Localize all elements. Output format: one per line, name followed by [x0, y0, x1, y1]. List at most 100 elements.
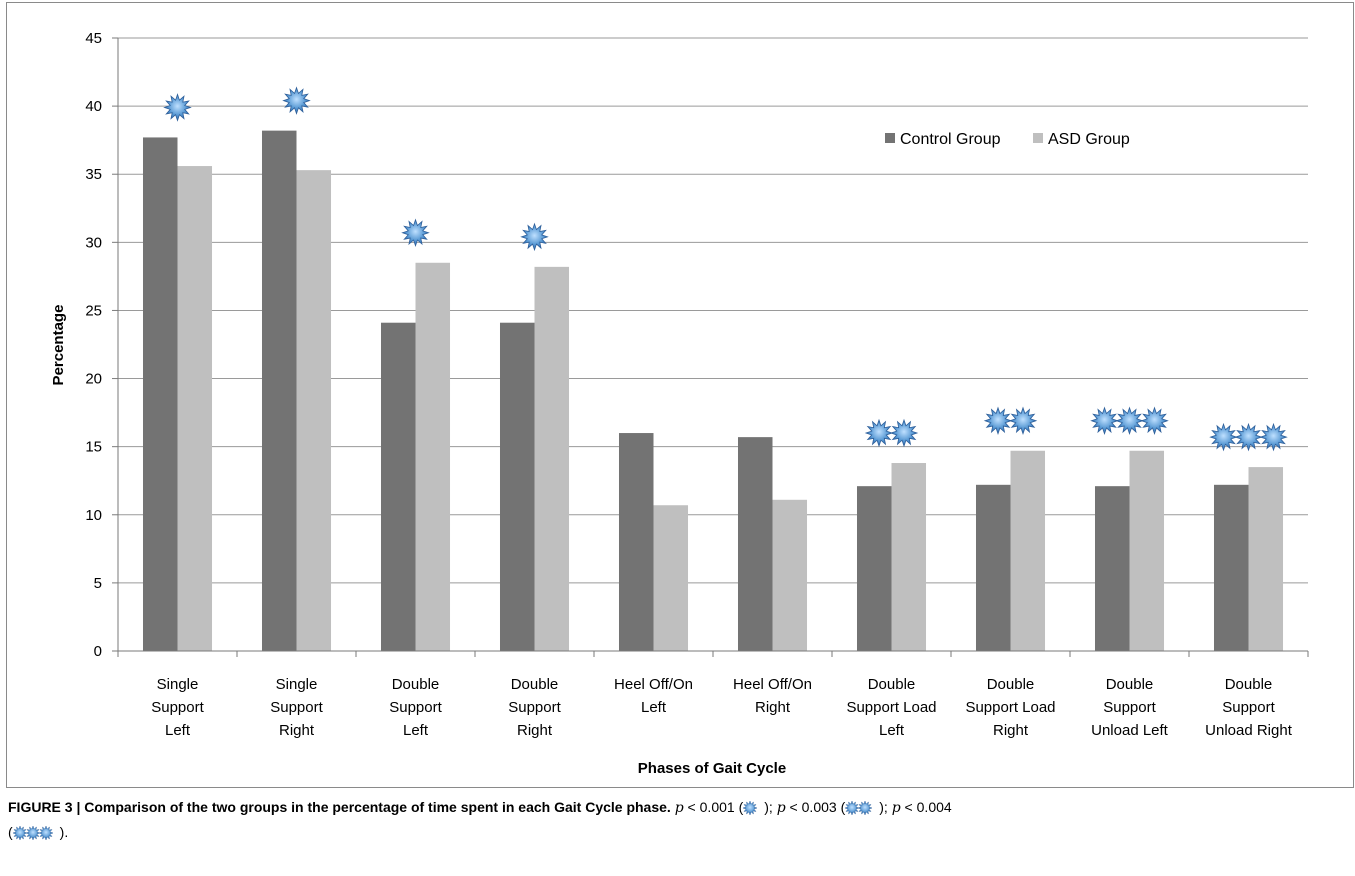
legend: Control Group ASD Group: [885, 131, 1130, 148]
significance-star-icon: [1209, 422, 1238, 452]
significance-star-icon: [1115, 406, 1144, 436]
x-category-label: Right: [517, 722, 553, 739]
bar-asd-group: [534, 266, 570, 651]
x-category-label: Double: [1106, 676, 1154, 693]
bar-control-group: [1213, 484, 1249, 651]
caption-close-2: ): [879, 799, 884, 815]
caption-star-icon: [857, 800, 874, 816]
y-tick-label: 40: [85, 98, 102, 115]
x-category-label: Double: [1225, 676, 1273, 693]
y-tick-label: 45: [85, 30, 102, 47]
caption-star-icon: [37, 825, 54, 841]
significance-star-icon: [864, 418, 894, 448]
bar-asd-group: [891, 463, 927, 651]
bar-asd-group: [296, 170, 332, 651]
bar-asd-group: [653, 505, 689, 651]
significance-star-icon: [520, 222, 549, 252]
legend-swatch: [1033, 133, 1043, 143]
caption-sep-1: ;: [768, 799, 777, 815]
y-tick-label: 35: [85, 166, 102, 183]
y-tick-label: 15: [85, 439, 102, 456]
x-category-label: Double: [511, 676, 559, 693]
x-category-label: Single: [276, 676, 318, 693]
caption-star-3-icon: [11, 824, 60, 846]
caption-p2-symbol: p: [776, 800, 786, 816]
y-axis: 0 5 10 15 20 25 30 35 40 45: [85, 30, 119, 660]
x-category-label: Right: [279, 722, 315, 739]
y-tick-label: 5: [94, 575, 102, 592]
x-category-label: Left: [165, 722, 191, 739]
x-category-label: Double: [392, 676, 440, 693]
x-category-label: Left: [403, 722, 429, 739]
figure-caption: FIGURE 3 | Comparison of the two groups …: [8, 796, 1348, 846]
y-tick-label: 20: [85, 371, 102, 388]
bar-control-group: [1094, 486, 1130, 651]
x-category-label: Right: [755, 699, 791, 716]
x-category-label: Double: [987, 676, 1035, 693]
bar-control-group: [499, 322, 535, 651]
bar-control-group: [618, 433, 654, 651]
x-category-label: Left: [641, 699, 667, 716]
x-category-label: Support: [1103, 699, 1156, 716]
x-category-label: Heel Off/On: [733, 676, 812, 693]
x-axis: Single Support Left Single Support Right Doubl…: [117, 650, 1309, 739]
significance-star-icon: [1090, 406, 1119, 436]
caption-open-2: (: [836, 799, 846, 815]
x-category-label: Support Load: [846, 699, 936, 716]
caption-p1-symbol: p: [674, 800, 684, 816]
bar-control-group: [142, 137, 178, 652]
bar-asd-group: [1248, 467, 1284, 651]
legend-label: Control Group: [900, 131, 1001, 148]
bar-asd-group: [1010, 450, 1046, 651]
bar-asd-group: [1129, 450, 1165, 651]
y-tick-label: 30: [85, 234, 102, 251]
y-tick-label: 25: [85, 302, 102, 319]
x-category-label: Support: [1222, 699, 1275, 716]
caption-close-1: ): [764, 799, 769, 815]
bar-control-group: [737, 437, 773, 651]
caption-star-2-icon: [844, 799, 879, 821]
significance-star-icon: [1234, 422, 1263, 452]
bar-control-group: [856, 486, 892, 651]
caption-p1-value: 0.001: [699, 799, 735, 815]
x-category-label: Support: [508, 699, 561, 716]
caption-star-1-icon: [742, 799, 764, 821]
x-category-label: Right: [993, 722, 1029, 739]
bars: [142, 130, 1284, 652]
x-category-label: Unload Left: [1091, 722, 1169, 739]
x-category-label: Support: [389, 699, 442, 716]
y-axis-title: Percentage: [50, 305, 67, 386]
x-category-label: Unload Right: [1205, 722, 1293, 739]
caption-end: .: [64, 824, 69, 840]
chart-frame: [6, 2, 1354, 788]
x-category-label: Double: [868, 676, 916, 693]
caption-lt-1: <: [683, 799, 700, 815]
legend-label: ASD Group: [1048, 131, 1130, 148]
caption-star-icon: [844, 800, 861, 816]
x-category-label: Single: [157, 676, 199, 693]
caption-open-1: (: [734, 799, 744, 815]
significance-star-icon: [1259, 422, 1288, 452]
x-category-label: Support: [270, 699, 323, 716]
caption-star-icon: [11, 825, 28, 841]
x-category-label: Heel Off/On: [614, 676, 693, 693]
bar-control-group: [975, 484, 1011, 651]
x-category-label: Support Load: [965, 699, 1055, 716]
bar-asd-group: [772, 499, 808, 651]
significance-star-icon: [1140, 406, 1169, 436]
caption-p2-value: 0.003: [801, 799, 837, 815]
legend-swatch: [885, 133, 895, 143]
bar-control-group: [261, 130, 297, 651]
caption-lt-2: <: [785, 799, 802, 815]
caption-star-icon: [742, 800, 759, 816]
significance-star-icon: [983, 406, 1013, 436]
caption-close-3: ): [59, 824, 65, 840]
significance-star-icon: [163, 93, 192, 122]
significance-star-icon: [889, 418, 919, 448]
caption-p3-value: 0.004: [916, 799, 952, 815]
caption-star-icon: [24, 825, 41, 841]
caption-sep-2: ;: [883, 799, 892, 815]
significance-star-icon: [401, 218, 430, 248]
bar-control-group: [380, 322, 416, 651]
